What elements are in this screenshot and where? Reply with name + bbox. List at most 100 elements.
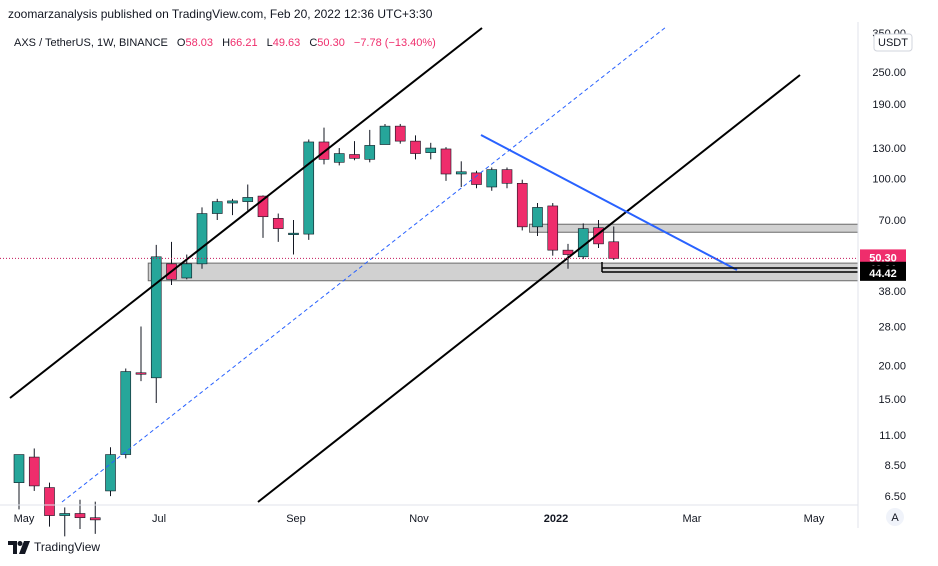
candle-body [516, 182, 528, 228]
candle-body [242, 197, 254, 202]
legend: AXS / TetherUS, 1W, BINANCE O58.03 H66.2… [14, 37, 436, 49]
candle [440, 147, 452, 181]
currency-button[interactable]: USDT [873, 33, 913, 52]
candle-body [486, 169, 498, 188]
candle [318, 127, 330, 165]
candle-body [455, 171, 467, 175]
candle-body [211, 201, 223, 214]
candle [105, 447, 116, 497]
candle [410, 135, 421, 160]
auto-scale-label: A [891, 512, 899, 524]
candle [135, 326, 147, 382]
candle [394, 123, 406, 144]
candle-body [440, 148, 452, 175]
candles [13, 123, 620, 537]
candle [59, 507, 71, 537]
candle-body [303, 141, 315, 235]
level-price-label-bg [860, 265, 906, 281]
candle-body [74, 513, 86, 519]
legend-low-value: 49.63 [273, 37, 301, 49]
currency-label: USDT [878, 37, 908, 49]
candle-body [501, 169, 513, 184]
brand-name: TradingView [34, 540, 101, 554]
legend-change: −7.78 (−13.40%) [354, 37, 436, 49]
legend-low-label: L [267, 37, 273, 49]
candle-body [150, 256, 162, 379]
candle [74, 499, 86, 530]
legend-open-value: 58.03 [185, 37, 213, 49]
channel-upper-line[interactable] [9, 27, 483, 399]
candle [288, 220, 299, 255]
candle-body [471, 172, 482, 185]
x-tick-label: Mar [683, 513, 702, 525]
y-tick-label: 8.50 [885, 460, 906, 472]
candle [471, 170, 482, 189]
level-price-label: 44.42 [860, 265, 906, 281]
candle-body [89, 517, 101, 521]
candle-body [425, 147, 437, 153]
candle-body [196, 213, 208, 265]
candle-body [532, 207, 543, 228]
last-price-value: 50.30 [869, 252, 897, 264]
candle-body [272, 218, 284, 229]
y-tick-label: 130.00 [872, 143, 906, 155]
y-tick-label: 70.00 [878, 215, 906, 227]
candle [227, 198, 238, 216]
candle [242, 184, 254, 211]
channel-median-line[interactable] [61, 26, 667, 503]
x-tick-label: Jul [152, 513, 166, 525]
candle-body [349, 154, 360, 159]
time-axis[interactable]: May Jul Sep Nov 2022 Mar May [14, 513, 825, 525]
candle [13, 454, 25, 510]
candle-body [364, 145, 376, 160]
candle [196, 207, 208, 269]
candle-body [333, 153, 345, 163]
y-tick-label: 11.00 [879, 430, 906, 442]
candle-body [135, 372, 147, 375]
candle [333, 148, 345, 166]
candle-body [547, 205, 559, 251]
candle [532, 203, 543, 236]
legend-open-label: O [177, 37, 186, 49]
y-tick-label: 100.00 [872, 174, 906, 186]
candle [211, 198, 223, 220]
y-tick-label: 38.00 [878, 286, 906, 298]
axes: 350.00250.00190.00130.00100.0070.0038.00… [0, 22, 906, 528]
price-labels: 50.3014:53:2346.0144.42 [860, 249, 906, 281]
candle-body [13, 454, 25, 483]
candle-body [227, 200, 238, 204]
y-tick-label: 15.00 [878, 394, 906, 406]
candle [349, 141, 360, 161]
legend-high-label: H [222, 37, 230, 49]
candle [379, 123, 391, 145]
legend-symbol: AXS / TetherUS, 1W, BINANCE [14, 37, 168, 49]
legend-close-label: C [309, 37, 317, 49]
candle-body [120, 371, 132, 455]
x-tick-label: Sep [286, 513, 306, 525]
candle [516, 179, 528, 231]
candle [257, 195, 269, 238]
y-tick-label: 250.00 [872, 67, 906, 79]
candle-body [608, 241, 620, 259]
candle-body [28, 456, 40, 487]
channel-lower-line[interactable] [257, 74, 801, 503]
descending-trendline[interactable] [480, 134, 738, 271]
tradingview-logo[interactable]: TradingView [8, 540, 100, 554]
candle [486, 167, 498, 191]
candle-body [288, 232, 299, 235]
candle [547, 203, 559, 256]
x-tick-label: Nov [409, 513, 429, 525]
x-tick-label: 2022 [544, 513, 568, 525]
y-tick-label: 20.00 [878, 361, 906, 373]
candle-body [562, 249, 574, 255]
candle [577, 223, 589, 260]
candle-body [44, 487, 55, 516]
candle [150, 244, 162, 403]
tradingview-logo-icon [8, 540, 30, 554]
candle [272, 213, 284, 242]
candle-body [181, 263, 193, 279]
candle [455, 161, 467, 187]
auto-scale-button[interactable]: A [886, 508, 904, 526]
candle-body [59, 513, 71, 516]
